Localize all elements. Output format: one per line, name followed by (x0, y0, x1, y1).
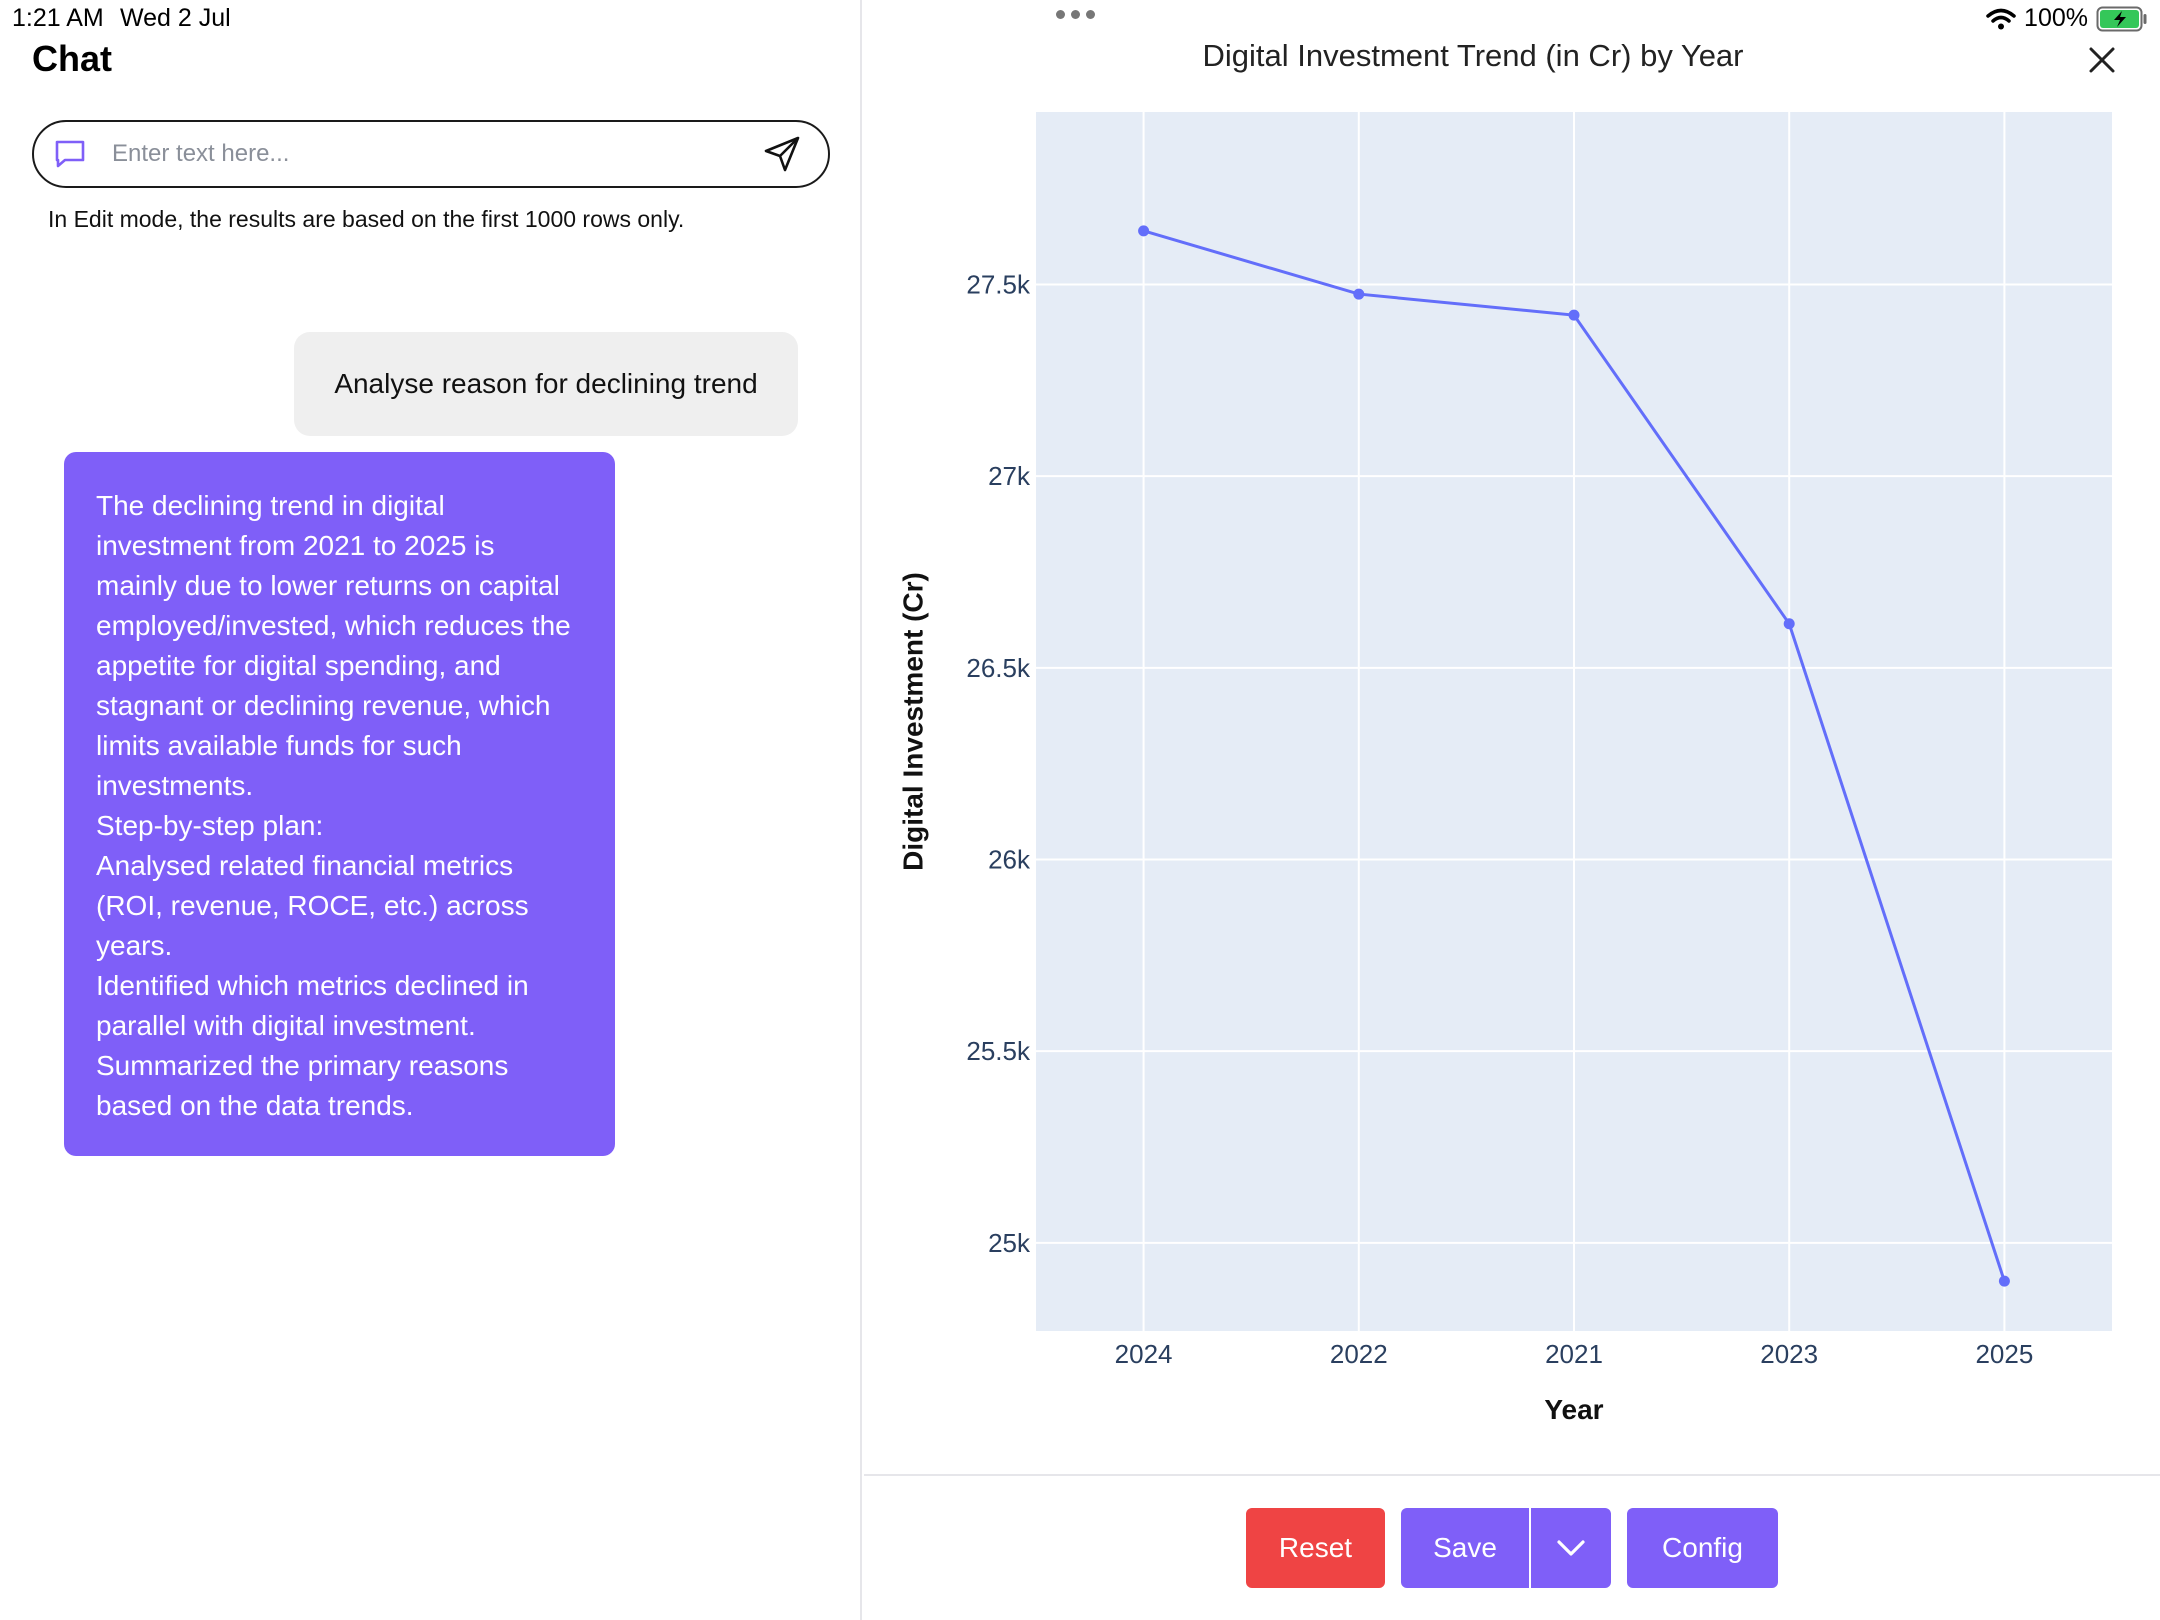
x-tick-label: 2023 (1760, 1339, 1818, 1369)
user-message-bubble: Analyse reason for declining trend (294, 332, 798, 436)
edit-mode-note: In Edit mode, the results are based on t… (48, 206, 685, 232)
chat-input[interactable] (112, 140, 760, 168)
data-point (1138, 225, 1150, 237)
assistant-message-paragraph: Summarized the primary reasons based on … (96, 1050, 509, 1121)
y-tick-label: 26k (988, 845, 1031, 875)
user-message-text: Analyse reason for declining trend (334, 368, 758, 399)
assistant-message-paragraph: Analysed related financial metrics (ROI,… (96, 850, 529, 961)
wifi-icon (1986, 8, 2016, 29)
x-axis-title: Year (1544, 1394, 1603, 1425)
reset-button[interactable]: Reset (1246, 1508, 1385, 1588)
save-button[interactable]: Save (1401, 1508, 1529, 1588)
save-options-dropdown[interactable] (1531, 1508, 1611, 1588)
assistant-message-paragraph: Identified which metrics declined in par… (96, 970, 529, 1041)
chart-title: Digital Investment Trend (in Cr) by Year (1202, 38, 1744, 73)
message-icon (52, 136, 88, 172)
x-tick-label: 2024 (1115, 1339, 1173, 1369)
send-icon[interactable] (760, 132, 804, 176)
y-tick-label: 25k (988, 1228, 1031, 1258)
assistant-message-bubble: The declining trend in digital investmen… (64, 452, 615, 1156)
y-tick-label: 27.5k (966, 270, 1031, 300)
multitask-dots-icon[interactable] (1056, 10, 1095, 19)
data-point (1783, 618, 1795, 630)
data-point (1568, 309, 1580, 321)
y-tick-label: 27k (988, 461, 1031, 491)
footer-divider (864, 1474, 2160, 1476)
chat-input-box[interactable] (32, 120, 830, 188)
y-tick-label: 25.5k (966, 1036, 1031, 1066)
assistant-message-paragraph: The declining trend in digital investmen… (96, 490, 571, 801)
chat-pane: Chat In Edit mode, the results are based… (0, 0, 862, 1620)
status-time: 1:21 AM (12, 4, 104, 32)
line-chart: 25k 25.5k 26k 26.5k 27k 27.5k 2024 2022 2021 2023… (897, 112, 2112, 1425)
page-title: Chat (32, 38, 112, 79)
data-point (1998, 1275, 2010, 1287)
x-tick-label: 2025 (1975, 1339, 2033, 1369)
y-tick-label: 26.5k (966, 653, 1031, 683)
close-icon[interactable] (2080, 38, 2124, 82)
chevron-down-icon (1557, 1540, 1585, 1556)
x-tick-label: 2022 (1330, 1339, 1388, 1369)
battery-charging-icon (2096, 6, 2147, 31)
x-tick-label: 2021 (1545, 1339, 1603, 1369)
y-axis-title: Digital Investment (Cr) (897, 572, 928, 871)
assistant-message-paragraph: Step-by-step plan: (96, 810, 324, 841)
battery-percent: 100% (2024, 4, 2088, 32)
status-date: Wed 2 Jul (120, 4, 231, 32)
status-indicators: 100% (1986, 4, 2148, 33)
data-point (1353, 288, 1365, 300)
config-button[interactable]: Config (1627, 1508, 1778, 1588)
